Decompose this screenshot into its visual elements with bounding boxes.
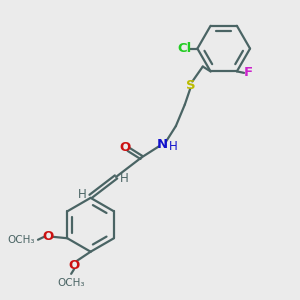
Text: F: F (244, 66, 253, 80)
Text: N: N (157, 137, 168, 151)
Text: H: H (169, 140, 177, 153)
Text: H: H (78, 188, 87, 201)
Text: S: S (186, 79, 196, 92)
Text: O: O (42, 230, 53, 243)
Text: O: O (68, 259, 80, 272)
Text: Cl: Cl (178, 42, 192, 55)
Text: O: O (119, 140, 130, 154)
Text: OCH₃: OCH₃ (7, 235, 34, 245)
Text: H: H (120, 172, 129, 185)
Text: OCH₃: OCH₃ (57, 278, 85, 288)
